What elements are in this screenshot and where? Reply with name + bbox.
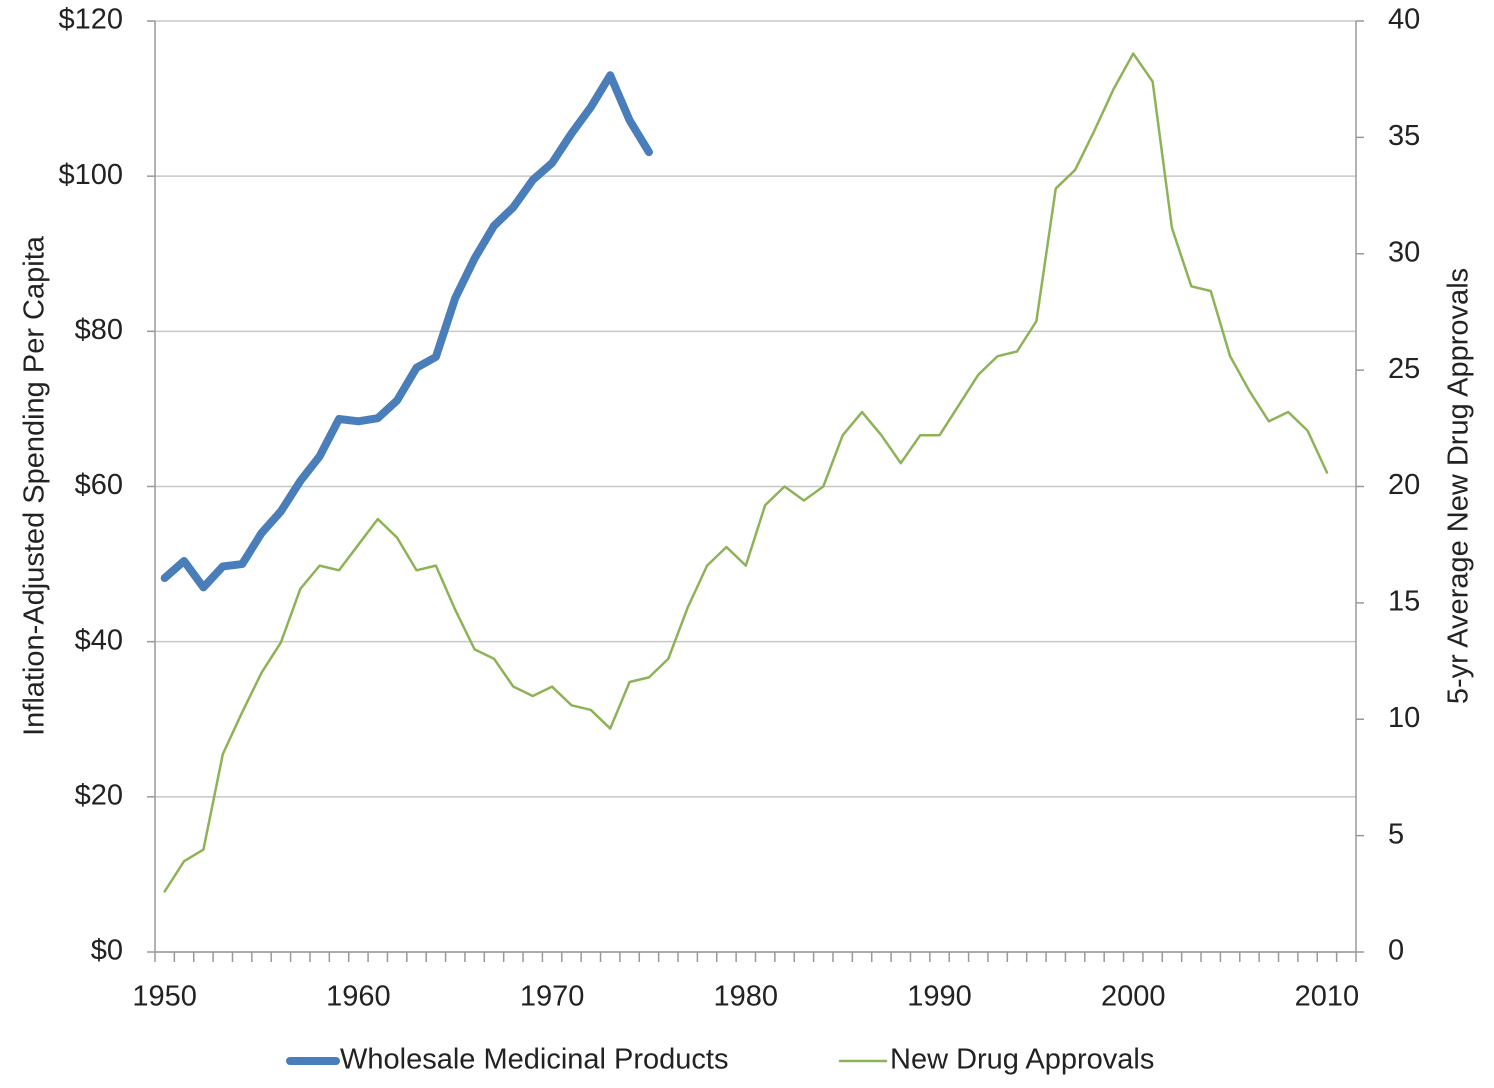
y-tick-label: $120 <box>58 4 123 36</box>
y2-tick-label: 25 <box>1388 353 1420 385</box>
y-tick-label: $100 <box>58 159 123 191</box>
y2-tick-label: 30 <box>1388 236 1420 268</box>
y-tick-label: $0 <box>91 935 123 967</box>
x-tick-label: 2010 <box>1295 981 1360 1013</box>
y2-tick-label: 15 <box>1388 586 1420 618</box>
y-tick-label: $40 <box>75 624 123 656</box>
y2-tick-label: 35 <box>1388 120 1420 152</box>
x-tick-label: 1970 <box>520 981 585 1013</box>
y-tick-label: $20 <box>75 779 123 811</box>
x-tick-label: 1960 <box>326 981 391 1013</box>
line-series <box>160 71 653 592</box>
x-tick-label: 2000 <box>1101 981 1166 1013</box>
y2-axis-label: 5-yr Average New Drug Approvals <box>1443 268 1475 704</box>
y-tick-label: $60 <box>75 469 123 501</box>
x-tick-label: 1950 <box>132 981 197 1013</box>
y2-tick-label: 10 <box>1388 702 1420 734</box>
legend-label: New Drug Approvals <box>890 1044 1154 1076</box>
y2-tick-label: 0 <box>1388 935 1404 967</box>
line-series <box>163 52 1329 893</box>
x-tick-label: 1990 <box>907 981 972 1013</box>
y2-tick-label: 5 <box>1388 818 1404 850</box>
y-axis-label: Inflation-Adjusted Spending Per Capita <box>19 235 51 736</box>
legend-label: Wholesale Medicinal Products <box>340 1044 728 1076</box>
y-tick-label: $80 <box>75 314 123 346</box>
x-tick-label: 1980 <box>714 981 779 1013</box>
y2-tick-label: 40 <box>1388 4 1420 36</box>
y2-tick-label: 20 <box>1388 469 1420 501</box>
